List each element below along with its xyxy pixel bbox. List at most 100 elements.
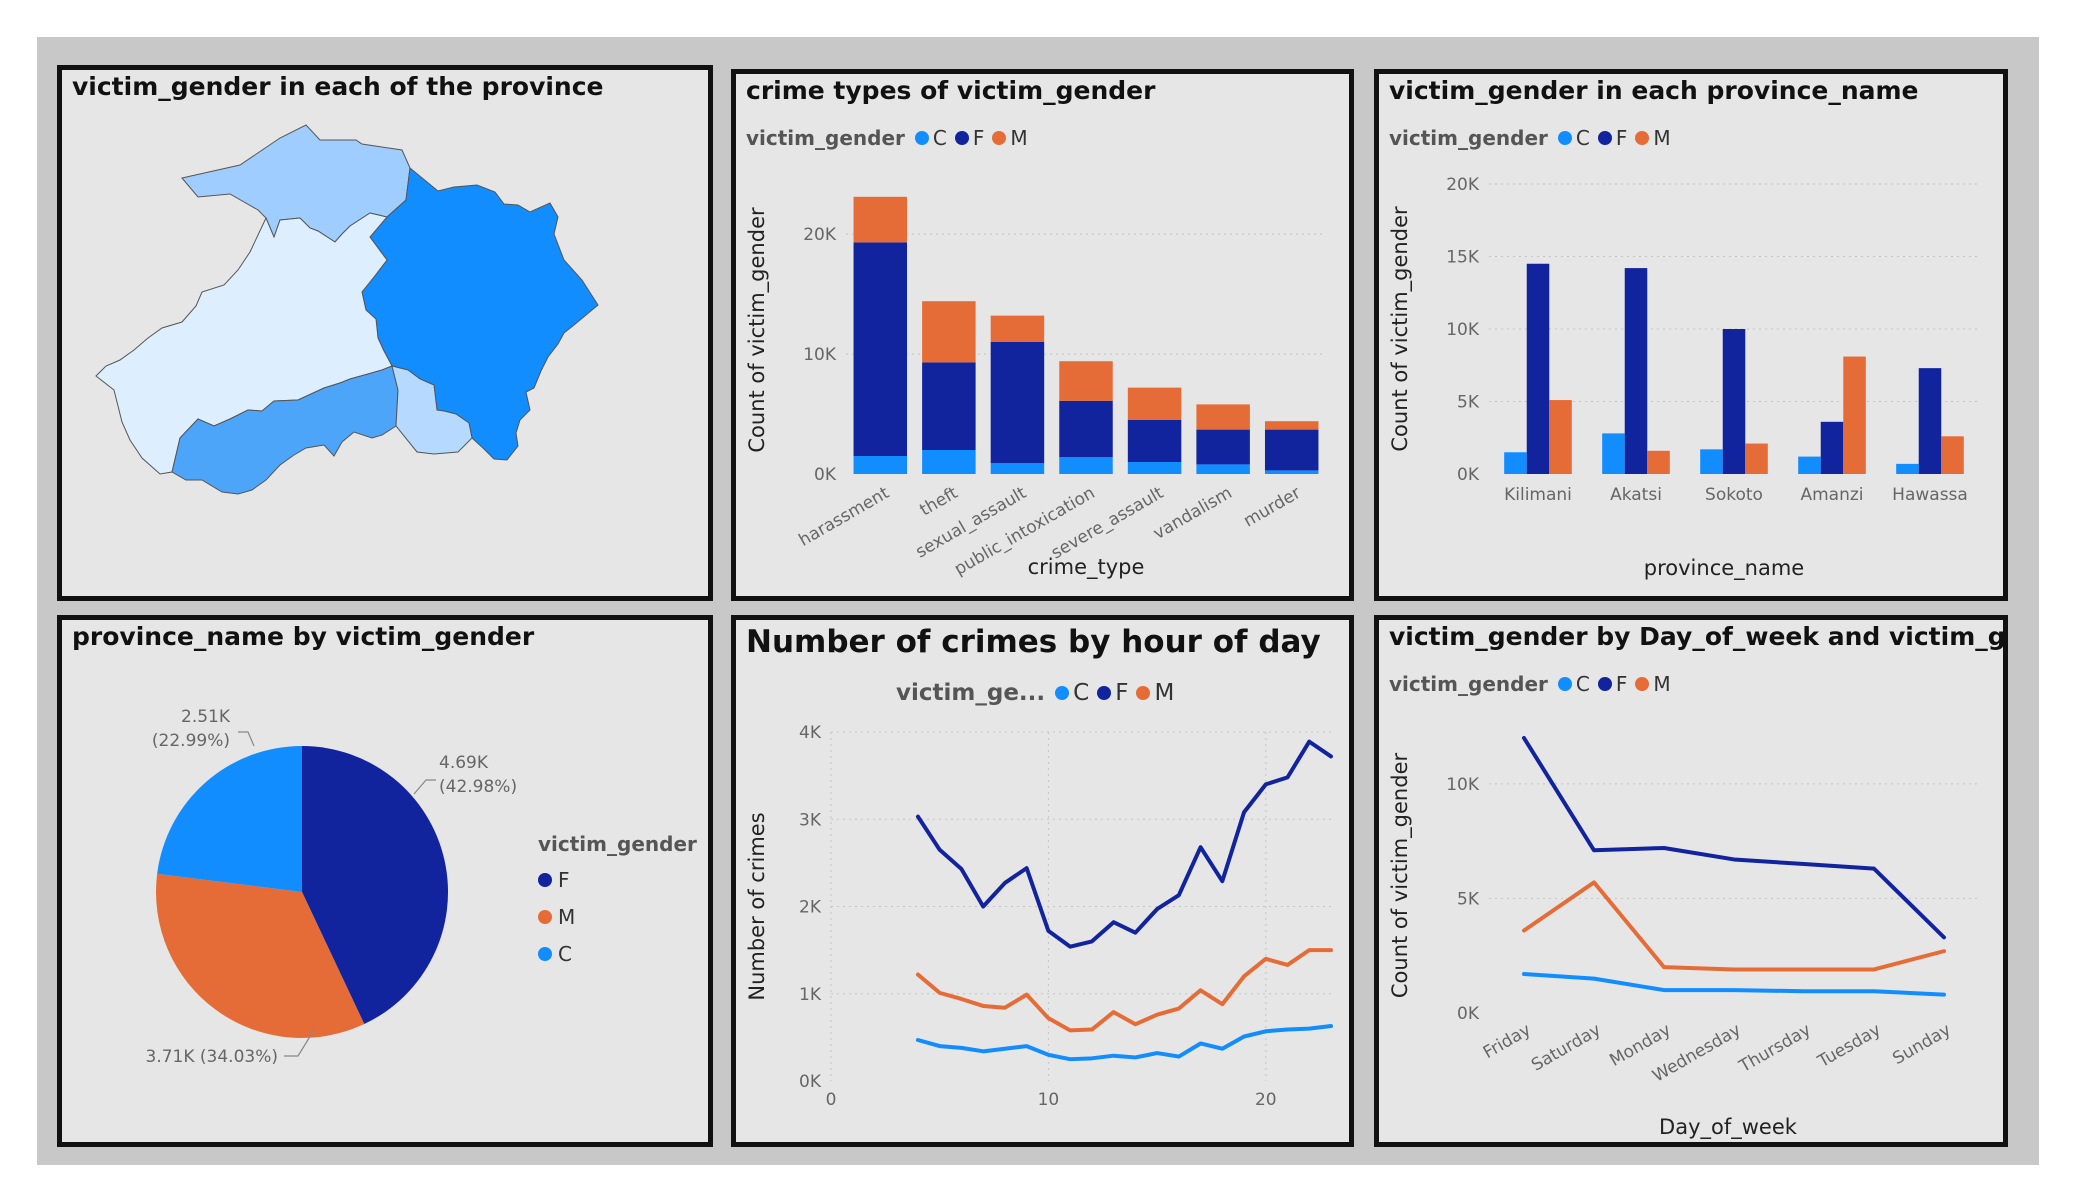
legend-dot xyxy=(914,131,929,145)
pie-chart[interactable]: 4.69K (42.98%) 2.51K (22.99%) 3.71K (34.03%) xyxy=(62,620,708,1142)
bar-severe-assault-f[interactable] xyxy=(1127,420,1182,462)
legend-item-f[interactable]: F xyxy=(1597,126,1627,150)
bar-theft-m[interactable] xyxy=(922,301,976,363)
bar-amanzi-f[interactable] xyxy=(1820,421,1844,474)
legend-label: C xyxy=(932,126,947,150)
bar-harassment-c[interactable] xyxy=(853,456,908,474)
bar-akatsi-f[interactable] xyxy=(1624,268,1648,474)
y-tick-label: 10K xyxy=(1446,320,1480,340)
pie-label-c-pct: (22.99%) xyxy=(152,731,230,751)
x-tick-label: Sokoto xyxy=(1705,485,1763,505)
bar-theft-c[interactable] xyxy=(922,450,976,474)
bar-amanzi-m[interactable] xyxy=(1843,356,1866,474)
bar-sexual-assault-c[interactable] xyxy=(990,463,1045,474)
bar-akatsi-m[interactable] xyxy=(1647,450,1670,474)
y-tick-label: 5K xyxy=(1457,889,1480,909)
bar-hawassa-m[interactable] xyxy=(1941,436,1964,474)
legend-label: F xyxy=(1115,680,1129,706)
legend-label: C xyxy=(1575,672,1590,696)
legend-item-c[interactable]: C xyxy=(1055,680,1089,706)
bar-severe-assault-c[interactable] xyxy=(1127,462,1182,474)
crime-types-panel[interactable]: crime types of victim_gender victim_gend… xyxy=(731,69,1354,601)
legend-label: C xyxy=(1073,680,1090,706)
x-tick-label: 10 xyxy=(1038,1090,1060,1110)
legend-item-c[interactable]: C xyxy=(1557,126,1590,150)
pie-legend-item-m[interactable]: M xyxy=(538,905,697,929)
bar-vandalism-f[interactable] xyxy=(1196,429,1250,465)
legend-item-m[interactable]: M xyxy=(1635,126,1671,150)
pie-slice-f[interactable] xyxy=(302,746,448,1025)
y-tick-label: 2K xyxy=(799,898,822,918)
legend-label: F xyxy=(972,126,985,150)
y-tick-label: 15K xyxy=(1446,248,1480,268)
y-tick-label: 10K xyxy=(1446,775,1480,795)
legend-title: victim_ge... xyxy=(896,680,1046,706)
legend-item-f[interactable]: F xyxy=(1097,680,1128,706)
y-axis-title: Count of victim_gender xyxy=(1388,206,1413,452)
bar-hawassa-c[interactable] xyxy=(1896,463,1919,474)
legend-item-f[interactable]: F xyxy=(954,126,985,150)
province-panel[interactable]: victim_gender in each province_name vict… xyxy=(1374,69,2008,601)
bar-murder-f[interactable] xyxy=(1264,429,1319,471)
legend-item-m[interactable]: M xyxy=(1635,672,1671,696)
legend-dot xyxy=(538,910,552,924)
legend-item-f[interactable]: F xyxy=(1597,672,1627,696)
legend-label: M xyxy=(1653,126,1671,150)
province-map[interactable] xyxy=(62,70,708,596)
bar-vandalism-m[interactable] xyxy=(1196,404,1250,430)
pie-slice-m[interactable] xyxy=(156,873,365,1038)
hour-panel[interactable]: Number of crimes by hour of day victim_g… xyxy=(731,615,1354,1147)
dow-panel[interactable]: victim_gender by Day_of_week and victim_… xyxy=(1374,615,2008,1147)
bar-severe-assault-m[interactable] xyxy=(1127,387,1182,420)
x-tick-label: Saturday xyxy=(1528,1020,1604,1076)
dashboard-canvas: victim_gender in each of the province cr… xyxy=(37,37,2039,1165)
bar-kilimani-f[interactable] xyxy=(1526,263,1550,474)
legend-item-m[interactable]: M xyxy=(1136,680,1174,706)
province-chart[interactable]: 0K 5K 10K 15K 20K Kilimani Akatsi Sokoto Amanzi H… xyxy=(1379,74,2003,596)
map-panel[interactable]: victim_gender in each of the province xyxy=(57,65,713,601)
dow-legend: victim_gender C F M xyxy=(1389,672,1679,696)
bar-akatsi-c[interactable] xyxy=(1602,433,1625,474)
bar-harassment-f[interactable] xyxy=(853,242,908,456)
legend-item-c[interactable]: C xyxy=(914,126,947,150)
bar-amanzi-c[interactable] xyxy=(1798,456,1821,474)
series-line-c[interactable] xyxy=(1522,972,1946,997)
x-tick-label: 0 xyxy=(826,1090,837,1110)
bar-sexual-assault-m[interactable] xyxy=(990,315,1045,342)
pie-panel[interactable]: province_name by victim_gender 4.69K (42.… xyxy=(57,615,713,1147)
bar-sokoto-c[interactable] xyxy=(1700,449,1723,474)
legend-item-m[interactable]: M xyxy=(992,126,1028,150)
bar-murder-c[interactable] xyxy=(1264,470,1319,474)
series-line-m[interactable] xyxy=(915,948,1333,1033)
bar-harassment-m[interactable] xyxy=(853,196,908,243)
legend-item-c[interactable]: C xyxy=(1557,672,1590,696)
bar-murder-m[interactable] xyxy=(1264,421,1319,430)
pie-legend-item-c[interactable]: C xyxy=(538,942,697,966)
pie-legend-item-f[interactable]: F xyxy=(538,868,697,892)
series-line-f[interactable] xyxy=(915,739,1333,949)
pie-legend: victim_gender F M C xyxy=(538,832,697,966)
bar-kilimani-m[interactable] xyxy=(1549,400,1572,474)
series-line-c[interactable] xyxy=(915,1024,1333,1062)
hour-chart[interactable]: 0K 1K 2K 3K 4K 0 10 20 Number of crimes xyxy=(736,620,1349,1142)
map-region-south-east-small-region[interactable] xyxy=(391,365,473,455)
bar-sokoto-f[interactable] xyxy=(1722,329,1746,474)
bar-public-intoxication-m[interactable] xyxy=(1059,361,1113,401)
x-tick-label: harassment xyxy=(796,483,894,551)
bar-public-intoxication-c[interactable] xyxy=(1059,457,1113,474)
bar-kilimani-c[interactable] xyxy=(1504,452,1527,474)
pie-slice-c[interactable] xyxy=(157,746,302,892)
series-line-f[interactable] xyxy=(1522,736,1946,940)
series-line-m[interactable] xyxy=(1522,880,1946,972)
y-tick-label: 20K xyxy=(1446,175,1480,195)
bar-public-intoxication-f[interactable] xyxy=(1059,400,1113,458)
bar-sokoto-m[interactable] xyxy=(1745,443,1768,474)
x-axis-title: Day_of_week xyxy=(1659,1115,1798,1140)
bar-vandalism-c[interactable] xyxy=(1196,464,1250,474)
province-title: victim_gender in each province_name xyxy=(1389,76,1919,105)
bar-sexual-assault-f[interactable] xyxy=(990,342,1045,464)
bar-hawassa-f[interactable] xyxy=(1918,368,1942,474)
bar-theft-f[interactable] xyxy=(922,362,976,450)
